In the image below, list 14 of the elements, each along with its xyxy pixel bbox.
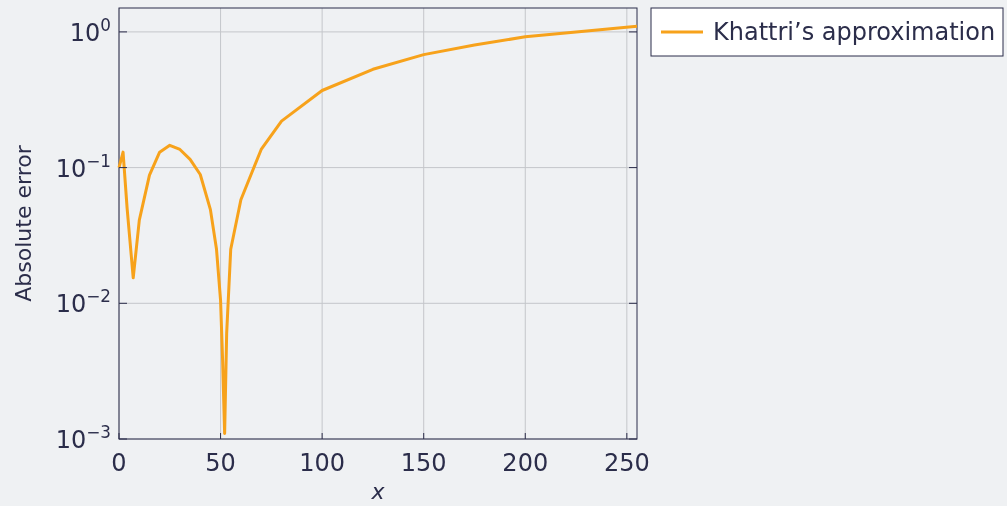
x-tick-label: 250	[603, 449, 650, 477]
legend-label: Khattri’s approximation	[713, 18, 996, 46]
x-tick-label: 0	[111, 449, 127, 477]
y-tick-label: 10$^{−2}$	[55, 286, 111, 319]
x-tick-label: 50	[205, 449, 236, 477]
x-tick-label: 100	[299, 449, 346, 477]
y-tick-label: 10$^{−3}$	[55, 422, 111, 454]
x-tick-label: 200	[502, 449, 549, 477]
line-series	[117, 24, 639, 435]
y-tick-label: 10$^{−1}$	[55, 150, 111, 183]
y-axis-title: Absolute error	[11, 144, 36, 302]
x-tick-label: 150	[400, 449, 447, 477]
y-tick-label: 10$^{0}$	[69, 14, 111, 47]
x-axis-title: x	[370, 479, 386, 504]
